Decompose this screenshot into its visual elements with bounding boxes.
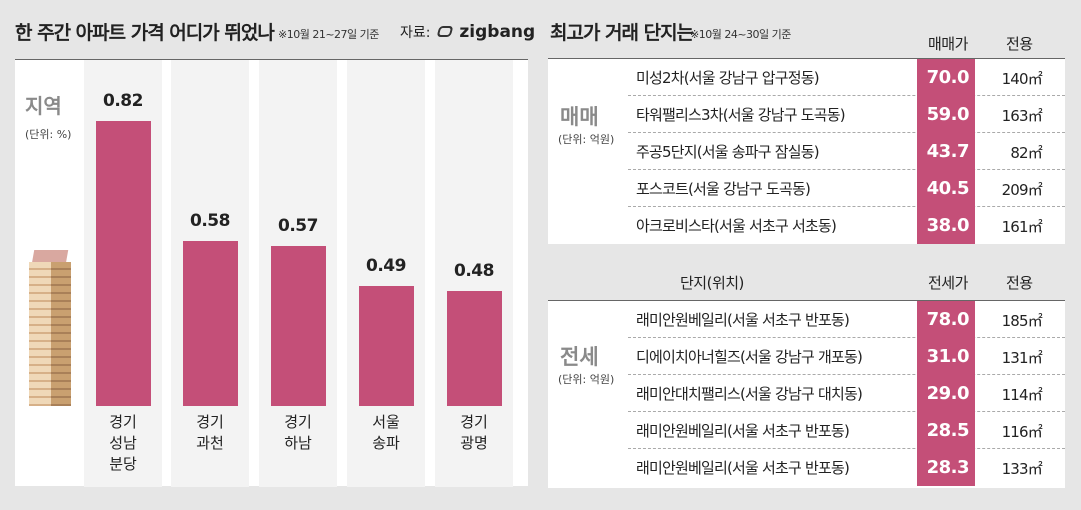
table-title: 최고가 거래 단지는 — [550, 22, 694, 44]
price: 43.7 — [917, 133, 975, 170]
price: 31.0 — [917, 338, 975, 375]
bar-3 — [359, 286, 414, 406]
column-background — [435, 60, 513, 487]
complex-name: 래미안원베일리(서울 서초구 반포동) — [636, 422, 850, 440]
table-date-note: ※10월 24~30일 기준 — [690, 28, 791, 41]
area: 163㎡ — [1001, 107, 1043, 125]
area: 161㎡ — [1001, 218, 1043, 236]
bar-value-label: 0.82 — [103, 91, 143, 111]
price: 70.0 — [917, 59, 975, 96]
source-label: 자료: — [400, 25, 431, 41]
source: 자료: zigbang — [400, 22, 535, 42]
bar-2 — [271, 246, 326, 406]
price: 28.5 — [917, 412, 975, 449]
area: 116㎡ — [1001, 423, 1043, 441]
bar-1 — [183, 241, 238, 406]
zigbang-logo-icon — [436, 26, 454, 37]
area: 82㎡ — [1010, 144, 1042, 162]
complex-name: 디에이치아너힐즈(서울 강남구 개포동) — [636, 348, 863, 366]
category-label: 경기 과천 — [196, 413, 224, 452]
chart-date-note: ※10월 21~27일 기준 — [278, 28, 379, 41]
unit-label: (단위: %) — [25, 128, 72, 141]
table-row: 주공5단지(서울 송파구 잠실동) 43.7 82㎡ — [628, 133, 1065, 170]
price: 38.0 — [917, 207, 975, 244]
category-label: 경기 성남 분당 — [109, 413, 137, 473]
bar-value-label: 0.58 — [190, 211, 230, 231]
sale-unit: (단위: 억원) — [558, 133, 615, 146]
bar-value-label: 0.57 — [278, 216, 318, 236]
zigbang-logo: zigbang — [459, 22, 536, 42]
complex-name: 래미안대치팰리스(서울 강남구 대치동) — [636, 385, 863, 403]
sale-area-header: 전용 — [1006, 35, 1033, 53]
bar-4 — [447, 291, 502, 406]
area: 133㎡ — [1001, 460, 1043, 478]
sale-table: 매매 (단위: 억원) 미성2차(서울 강남구 압구정동) 70.0 140㎡ … — [548, 58, 1065, 244]
category-label: 경기 하남 — [284, 413, 312, 452]
jeonse-section-label: 전세 — [560, 345, 599, 369]
building-icon — [27, 250, 75, 406]
price: 29.0 — [917, 375, 975, 412]
area: 114㎡ — [1001, 386, 1043, 404]
price: 40.5 — [917, 170, 975, 207]
area: 140㎡ — [1001, 70, 1043, 88]
sale-section-label: 매매 — [560, 105, 599, 129]
table-row: 래미안대치팰리스(서울 강남구 대치동) 29.0 114㎡ — [628, 375, 1065, 412]
complex-name: 포스코트(서울 강남구 도곡동) — [636, 180, 811, 198]
chart-title: 한 주간 아파트 가격 어디가 뛰었나 — [15, 22, 275, 44]
price: 28.3 — [917, 449, 975, 486]
category-label: 서울 송파 — [372, 413, 400, 452]
jeonse-unit: (단위: 억원) — [558, 373, 615, 386]
jeonse-area-header: 전용 — [1006, 274, 1033, 292]
table-row: 타워팰리스3차(서울 강남구 도곡동) 59.0 163㎡ — [628, 96, 1065, 133]
table-row: 래미안원베일리(서울 서초구 반포동) 28.5 116㎡ — [628, 412, 1065, 449]
complex-name: 미성2차(서울 강남구 압구정동) — [636, 69, 820, 87]
table-row: 래미안원베일리(서울 서초구 반포동) 28.3 133㎡ — [628, 449, 1065, 486]
jeonse-table: 전세 (단위: 억원) 래미안원베일리(서울 서초구 반포동) 78.0 185… — [548, 300, 1065, 488]
bar-value-label: 0.48 — [454, 261, 494, 281]
bar-value-label: 0.49 — [366, 256, 406, 276]
category-label: 경기 광명 — [460, 413, 488, 452]
complex-name: 아크로비스타(서울 서초구 서초동) — [636, 217, 837, 235]
table-row: 아크로비스타(서울 서초구 서초동) 38.0 161㎡ — [628, 207, 1065, 244]
axis-title: 지역 — [25, 94, 62, 118]
complex-name: 래미안원베일리(서울 서초구 반포동) — [636, 459, 850, 477]
column-background — [347, 60, 425, 487]
area: 209㎡ — [1001, 181, 1043, 199]
table-row: 포스코트(서울 강남구 도곡동) 40.5 209㎡ — [628, 170, 1065, 207]
bar-chart: 지역 (단위: %) 0.82 경기 성남 분당 0.58 경기 과천 0.57… — [15, 59, 528, 487]
table-row: 래미안원베일리(서울 서초구 반포동) 78.0 185㎡ — [628, 301, 1065, 338]
complex-name: 주공5단지(서울 송파구 잠실동) — [636, 143, 820, 161]
table-row: 디에이치아너힐즈(서울 강남구 개포동) 31.0 131㎡ — [628, 338, 1065, 375]
jeonse-price-header: 전세가 — [928, 274, 968, 292]
complex-header: 단지(위치) — [680, 274, 744, 292]
bar-0 — [96, 121, 151, 406]
sale-price-header: 매매가 — [928, 35, 968, 53]
table-row: 미성2차(서울 강남구 압구정동) 70.0 140㎡ — [628, 59, 1065, 96]
area: 131㎡ — [1001, 349, 1043, 367]
complex-name: 래미안원베일리(서울 서초구 반포동) — [636, 311, 850, 329]
price: 78.0 — [917, 301, 975, 338]
price: 59.0 — [917, 96, 975, 133]
area: 185㎡ — [1001, 312, 1043, 330]
complex-name: 타워팰리스3차(서울 강남구 도곡동) — [636, 106, 846, 124]
